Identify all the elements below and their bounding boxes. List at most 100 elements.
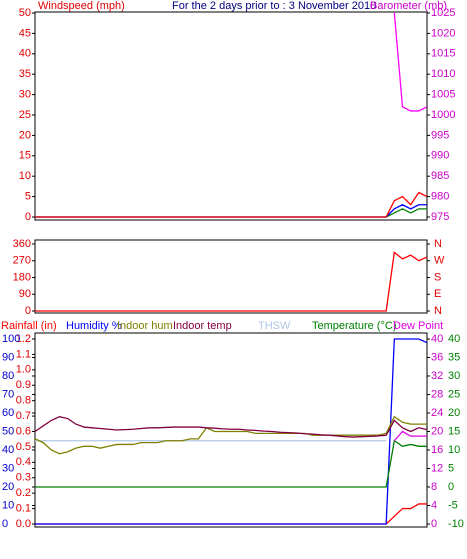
tick-label: 8 [431,481,437,493]
tick-label: 0.9 [16,379,31,391]
tick-label: 990 [431,150,449,162]
tick-label: 1005 [431,89,455,101]
legend-label: Temperature (°C) [312,320,396,332]
tick-label: 0.4 [16,456,31,468]
tick-label: 30 [2,462,14,474]
tick-label: 15 [19,150,31,162]
tick-label: 1.2 [16,333,31,345]
tick-label: 10 [19,170,31,182]
tick-label: 40 [2,444,14,456]
tick-label: 980 [431,191,449,203]
tick-label: 50 [2,425,14,437]
tick-label: 10 [2,499,14,511]
tick-label: 40 [431,333,443,345]
series-line [34,415,427,455]
series-line [393,12,428,112]
tick-label: 10 [448,444,460,456]
tick-label: 0.7 [16,410,31,422]
tick-label: S [434,271,441,283]
tick-label: 90 [2,351,14,363]
series-line [35,191,428,218]
tick-label: N [434,238,442,250]
tick-label: 360 [13,238,31,250]
tick-label: 0.2 [16,487,31,499]
tick-label: 1000 [431,109,455,121]
tick-label: 1.1 [16,348,31,360]
tick-label: 40 [19,48,31,60]
tick-label: 30 [448,370,460,382]
tick-label: 0 [431,518,437,530]
tick-label: 995 [431,129,449,141]
tick-label: 45 [19,27,31,39]
tick-label: 28 [431,388,443,400]
tick-label: 16 [431,444,443,456]
tick-label: 4 [431,499,437,511]
tick-label: W [434,255,445,267]
tick-label: 70 [2,388,14,400]
tick-label: 1.0 [16,364,31,376]
series-line [34,416,428,438]
tick-label: 25 [19,109,31,121]
tick-label: N [434,305,442,317]
tick-label: 975 [431,211,449,223]
axis-title: Barometer (mb) [370,0,447,12]
tick-label: 5 [448,462,454,474]
tick-label: 12 [431,462,443,474]
tick-label: E [434,288,441,300]
tick-label: 90 [19,288,31,300]
series-line [35,439,427,488]
series-line [393,430,427,442]
tick-label: 60 [2,407,14,419]
tick-label: 270 [13,255,31,267]
tick-label: 20 [2,481,14,493]
tick-label: -5 [448,499,458,511]
tick-label: 30 [19,89,31,101]
tick-label: 0 [448,481,454,493]
tick-label: 20 [19,129,31,141]
tick-label: 80 [2,370,14,382]
tick-label: 32 [431,370,443,382]
tick-label: 0.0 [16,518,31,530]
tick-label: 1020 [431,27,455,39]
tick-label: 0.6 [16,425,31,437]
tick-label: 0.5 [16,441,31,453]
tick-label: 15 [448,425,460,437]
tick-label: 100 [2,333,20,345]
tick-label: 180 [13,271,31,283]
tick-label: 0.1 [16,502,31,514]
series-line [35,251,428,312]
tick-label: 24 [431,407,443,419]
tick-label: 36 [431,351,443,363]
tick-label: -10 [448,518,464,530]
tick-label: 0.8 [16,395,31,407]
tick-label: 40 [448,333,460,345]
tick-label: 0 [2,518,8,530]
tick-label: 1010 [431,68,455,80]
tick-label: 985 [431,170,449,182]
legend-label: Rainfall (in) [1,320,57,332]
tick-label: 1015 [431,48,455,60]
legend-label: Indoor hum [117,320,173,332]
series-line [35,338,428,525]
legend-label: Humidity % [66,320,122,332]
tick-label: 50 [19,7,31,19]
tick-label: 20 [448,407,460,419]
tick-label: 25 [448,388,460,400]
plot-frame [34,332,428,528]
tick-label: 0 [25,305,31,317]
axis-title: Windspeed (mph) [38,0,125,12]
plot-frame [34,11,428,221]
plot-frame [34,239,428,314]
tick-label: 20 [431,425,443,437]
tick-label: 35 [448,351,460,363]
tick-label: 0.3 [16,472,31,484]
tick-label: 0 [25,211,31,223]
tick-label: 1025 [431,7,455,19]
tick-label: 5 [25,191,31,203]
legend-label: Indoor temp [173,320,232,332]
legend-label: THSW [258,320,291,332]
legend-label: Dew Point [393,320,443,332]
tick-label: 35 [19,68,31,80]
